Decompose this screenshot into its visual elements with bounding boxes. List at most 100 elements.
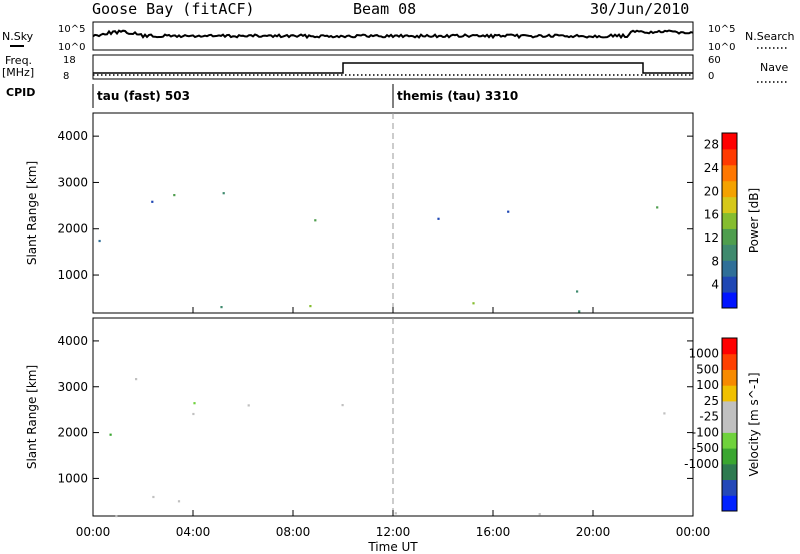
freq-tick-low: 8	[63, 71, 69, 82]
xtick-label: 20:00	[576, 525, 611, 539]
nsky-line	[92, 29, 694, 40]
power-cell-3	[472, 302, 475, 305]
velocity-cell-0	[247, 404, 250, 407]
cpid-segment-1: themis (tau) 3310	[397, 89, 518, 103]
power-colorbar-cell	[722, 133, 737, 150]
power-cell-0	[98, 239, 101, 243]
velocity-ytick-label: 3000	[57, 380, 88, 394]
freq-line	[93, 62, 693, 74]
velocity-ytick-label: 4000	[57, 334, 88, 348]
velocity-colorbar-cell	[722, 495, 737, 512]
velocity-colorbar-tick: 25	[704, 394, 719, 408]
power-colorbar-cell	[722, 260, 737, 277]
nave-label: Nave	[760, 61, 788, 74]
freq-label-line1: Freq.	[5, 54, 32, 67]
nave-tick-low: 0	[708, 71, 714, 82]
power-colorbar-cell	[722, 148, 737, 166]
power-cell-3	[576, 290, 579, 293]
xtick-label: 08:00	[276, 525, 311, 539]
velocity-cell-0	[109, 433, 112, 436]
nsky-tick-low: 10^0	[58, 42, 85, 53]
freq-label-line2: [MHz]	[2, 66, 34, 79]
cpid-segment-0: tau (fast) 503	[97, 89, 190, 103]
power-ytick-label: 3000	[57, 175, 88, 189]
velocity-cell-2	[177, 500, 181, 503]
velocity-colorbar-cell	[722, 338, 737, 355]
velocity-colorbar-cell	[722, 353, 737, 370]
xtick-label: 04:00	[176, 525, 211, 539]
power-ytick-label: 1000	[57, 268, 88, 282]
power-cell-0	[151, 200, 154, 203]
power-colorbar-tick: 12	[704, 231, 719, 245]
velocity-ylabel: Slant Range [km]	[25, 365, 39, 469]
power-colorbar-label: Power [dB]	[747, 188, 761, 253]
freq-panel	[92, 54, 694, 80]
xtick-label: 16:00	[476, 525, 511, 539]
velocity-cell-0	[135, 378, 138, 381]
velocity-colorbar-tick: -25	[699, 410, 719, 424]
power-cell-4	[507, 210, 510, 213]
velocity-colorbar-cell	[722, 385, 737, 402]
velocity-colorbar-tick: -100	[692, 425, 719, 439]
power-colorbar-cell	[722, 228, 737, 245]
power-colorbar-cell	[722, 292, 737, 309]
power-colorbar-tick: 20	[704, 184, 719, 198]
velocity-colorbar-cell	[722, 448, 737, 465]
velocity-colorbar-frame	[721, 337, 738, 512]
nave-tick-high: 60	[708, 55, 721, 66]
power-cell-5	[656, 206, 659, 209]
power-cell-2	[314, 219, 317, 222]
freq-tick-high: 18	[63, 55, 76, 66]
power-colorbar-tick: 4	[711, 278, 719, 292]
velocity-colorbar-tick: 500	[696, 362, 719, 376]
cpid-label: CPID	[6, 86, 35, 99]
power-ylabel: Slant Range [km]	[25, 161, 39, 265]
velocity-colorbar-tick: -1000	[684, 457, 719, 471]
power-colorbar-frame	[721, 132, 738, 309]
power-cell-3	[220, 306, 223, 309]
power-ytick-label: 4000	[57, 129, 88, 143]
power-colorbar-cell	[722, 180, 737, 198]
velocity-cell-2	[152, 495, 155, 499]
velocity-cell-0	[193, 402, 196, 405]
velocity-ytick-label: 1000	[57, 471, 88, 485]
power-colorbar-cell	[722, 244, 737, 261]
power-colorbar-tick: 28	[704, 138, 719, 152]
date-title: 30/Jun/2010	[590, 0, 690, 18]
nsky-tick-high: 10^5	[58, 24, 85, 35]
velocity-colorbar-label: Velocity [m s^-1]	[747, 372, 761, 476]
power-cell-3	[309, 305, 312, 308]
velocity-cell-2	[538, 513, 541, 516]
velocity-cell-4	[663, 412, 666, 415]
power-colorbar-cell	[722, 164, 737, 182]
velocity-cell-1	[341, 404, 344, 407]
power-colorbar-tick: 24	[704, 161, 719, 175]
power-cell-1	[222, 192, 225, 195]
nsearch-label: N.Search	[745, 30, 795, 43]
velocity-colorbar-cell	[722, 369, 737, 386]
power-colorbar-cell	[722, 196, 737, 214]
power-ytick-label: 2000	[57, 222, 88, 236]
nsearch-tick-low: 10^0	[708, 42, 735, 53]
xtick-label: 00:00	[676, 525, 711, 539]
xtick-label: 00:00	[76, 525, 111, 539]
velocity-colorbar-cell	[722, 400, 737, 418]
velocity-colorbar-tick: -500	[692, 441, 719, 455]
velocity-colorbar-cell	[722, 432, 737, 449]
velocity-colorbar-cell	[722, 416, 737, 433]
velocity-panel-frame	[92, 317, 694, 517]
nsky-label: N.Sky	[2, 30, 34, 43]
velocity-cell-2	[115, 515, 118, 518]
xlabel: Time UT	[367, 540, 418, 554]
velocity-colorbar-tick: 100	[696, 378, 719, 392]
power-cell-3	[578, 310, 581, 313]
power-colorbar-cell	[722, 276, 737, 293]
velocity-colorbar-cell	[722, 479, 737, 496]
power-colorbar-tick: 8	[711, 254, 719, 268]
velocity-ytick-label: 2000	[57, 426, 88, 440]
station-title: Goose Bay (fitACF)	[92, 0, 255, 18]
power-cell-4	[437, 217, 440, 220]
power-colorbar-cell	[722, 212, 737, 229]
